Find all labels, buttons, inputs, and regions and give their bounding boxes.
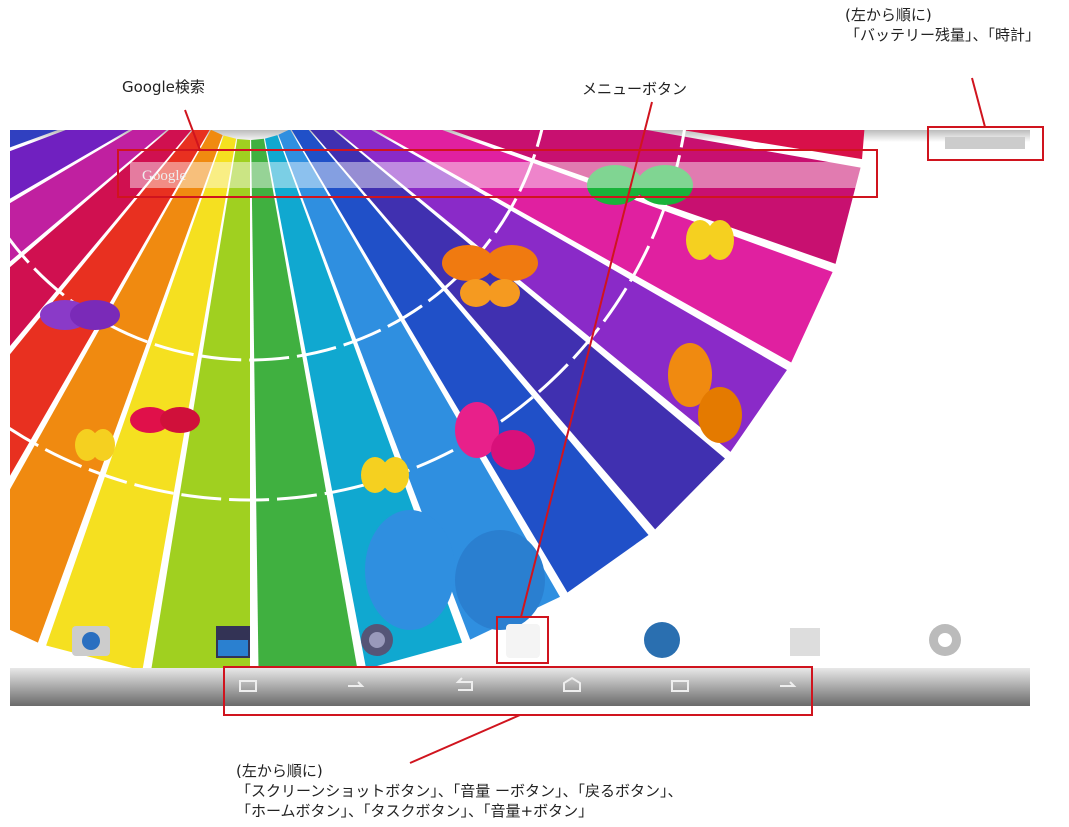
search-bar[interactable]: [130, 162, 910, 188]
callouts: [117, 77, 1044, 764]
label-nav-items: 「ホームボタン」、「タスクボタン」、「音量+ボタン」: [236, 802, 594, 820]
label-status-items: 「バッテリー残量」、「時計」: [845, 26, 1041, 44]
fan-blade: [311, 0, 782, 19]
fan-ring: [10, 130, 686, 502]
fan-blade: [291, 130, 649, 593]
fan-blade: [682, 130, 865, 160]
fan-blade: [10, 130, 192, 347]
fan-blade: [0, 0, 171, 60]
label-menu-button: メニューボタン: [582, 80, 688, 98]
fan-blade: [10, 130, 58, 148]
wallpaper-fan: [0, 0, 870, 681]
fan-blade: [375, 130, 833, 363]
fan-blade: [251, 138, 358, 680]
fan-blade: [150, 138, 250, 681]
fan-blade: [46, 135, 237, 671]
nav-buttons: [239, 676, 797, 692]
label-status-order: (左から順に): [845, 6, 932, 24]
fan-blade: [325, 0, 859, 45]
status-bar: [945, 137, 1025, 149]
fan-blade: [278, 130, 560, 640]
dock: [72, 622, 961, 658]
fan-blade: [319, 0, 829, 32]
fan-blade: [0, 0, 174, 46]
label-nav-items: 「スクリーンショットボタン」、「音量 ーボタン」、「戻るボタン」、: [236, 782, 683, 800]
butterflies: [40, 165, 742, 630]
fan-blade: [10, 130, 223, 643]
fan-blade: [10, 130, 167, 262]
fan-blade: [10, 130, 129, 199]
fan-blade: [310, 130, 725, 530]
navigation-bar: [10, 668, 1030, 706]
label-nav-order: (左から順に): [236, 762, 323, 780]
fan-blade: [329, 0, 870, 59]
fan-ring: [10, 130, 544, 362]
search-logo: Google: [142, 168, 187, 184]
label-google-search: Google検索: [122, 78, 205, 96]
